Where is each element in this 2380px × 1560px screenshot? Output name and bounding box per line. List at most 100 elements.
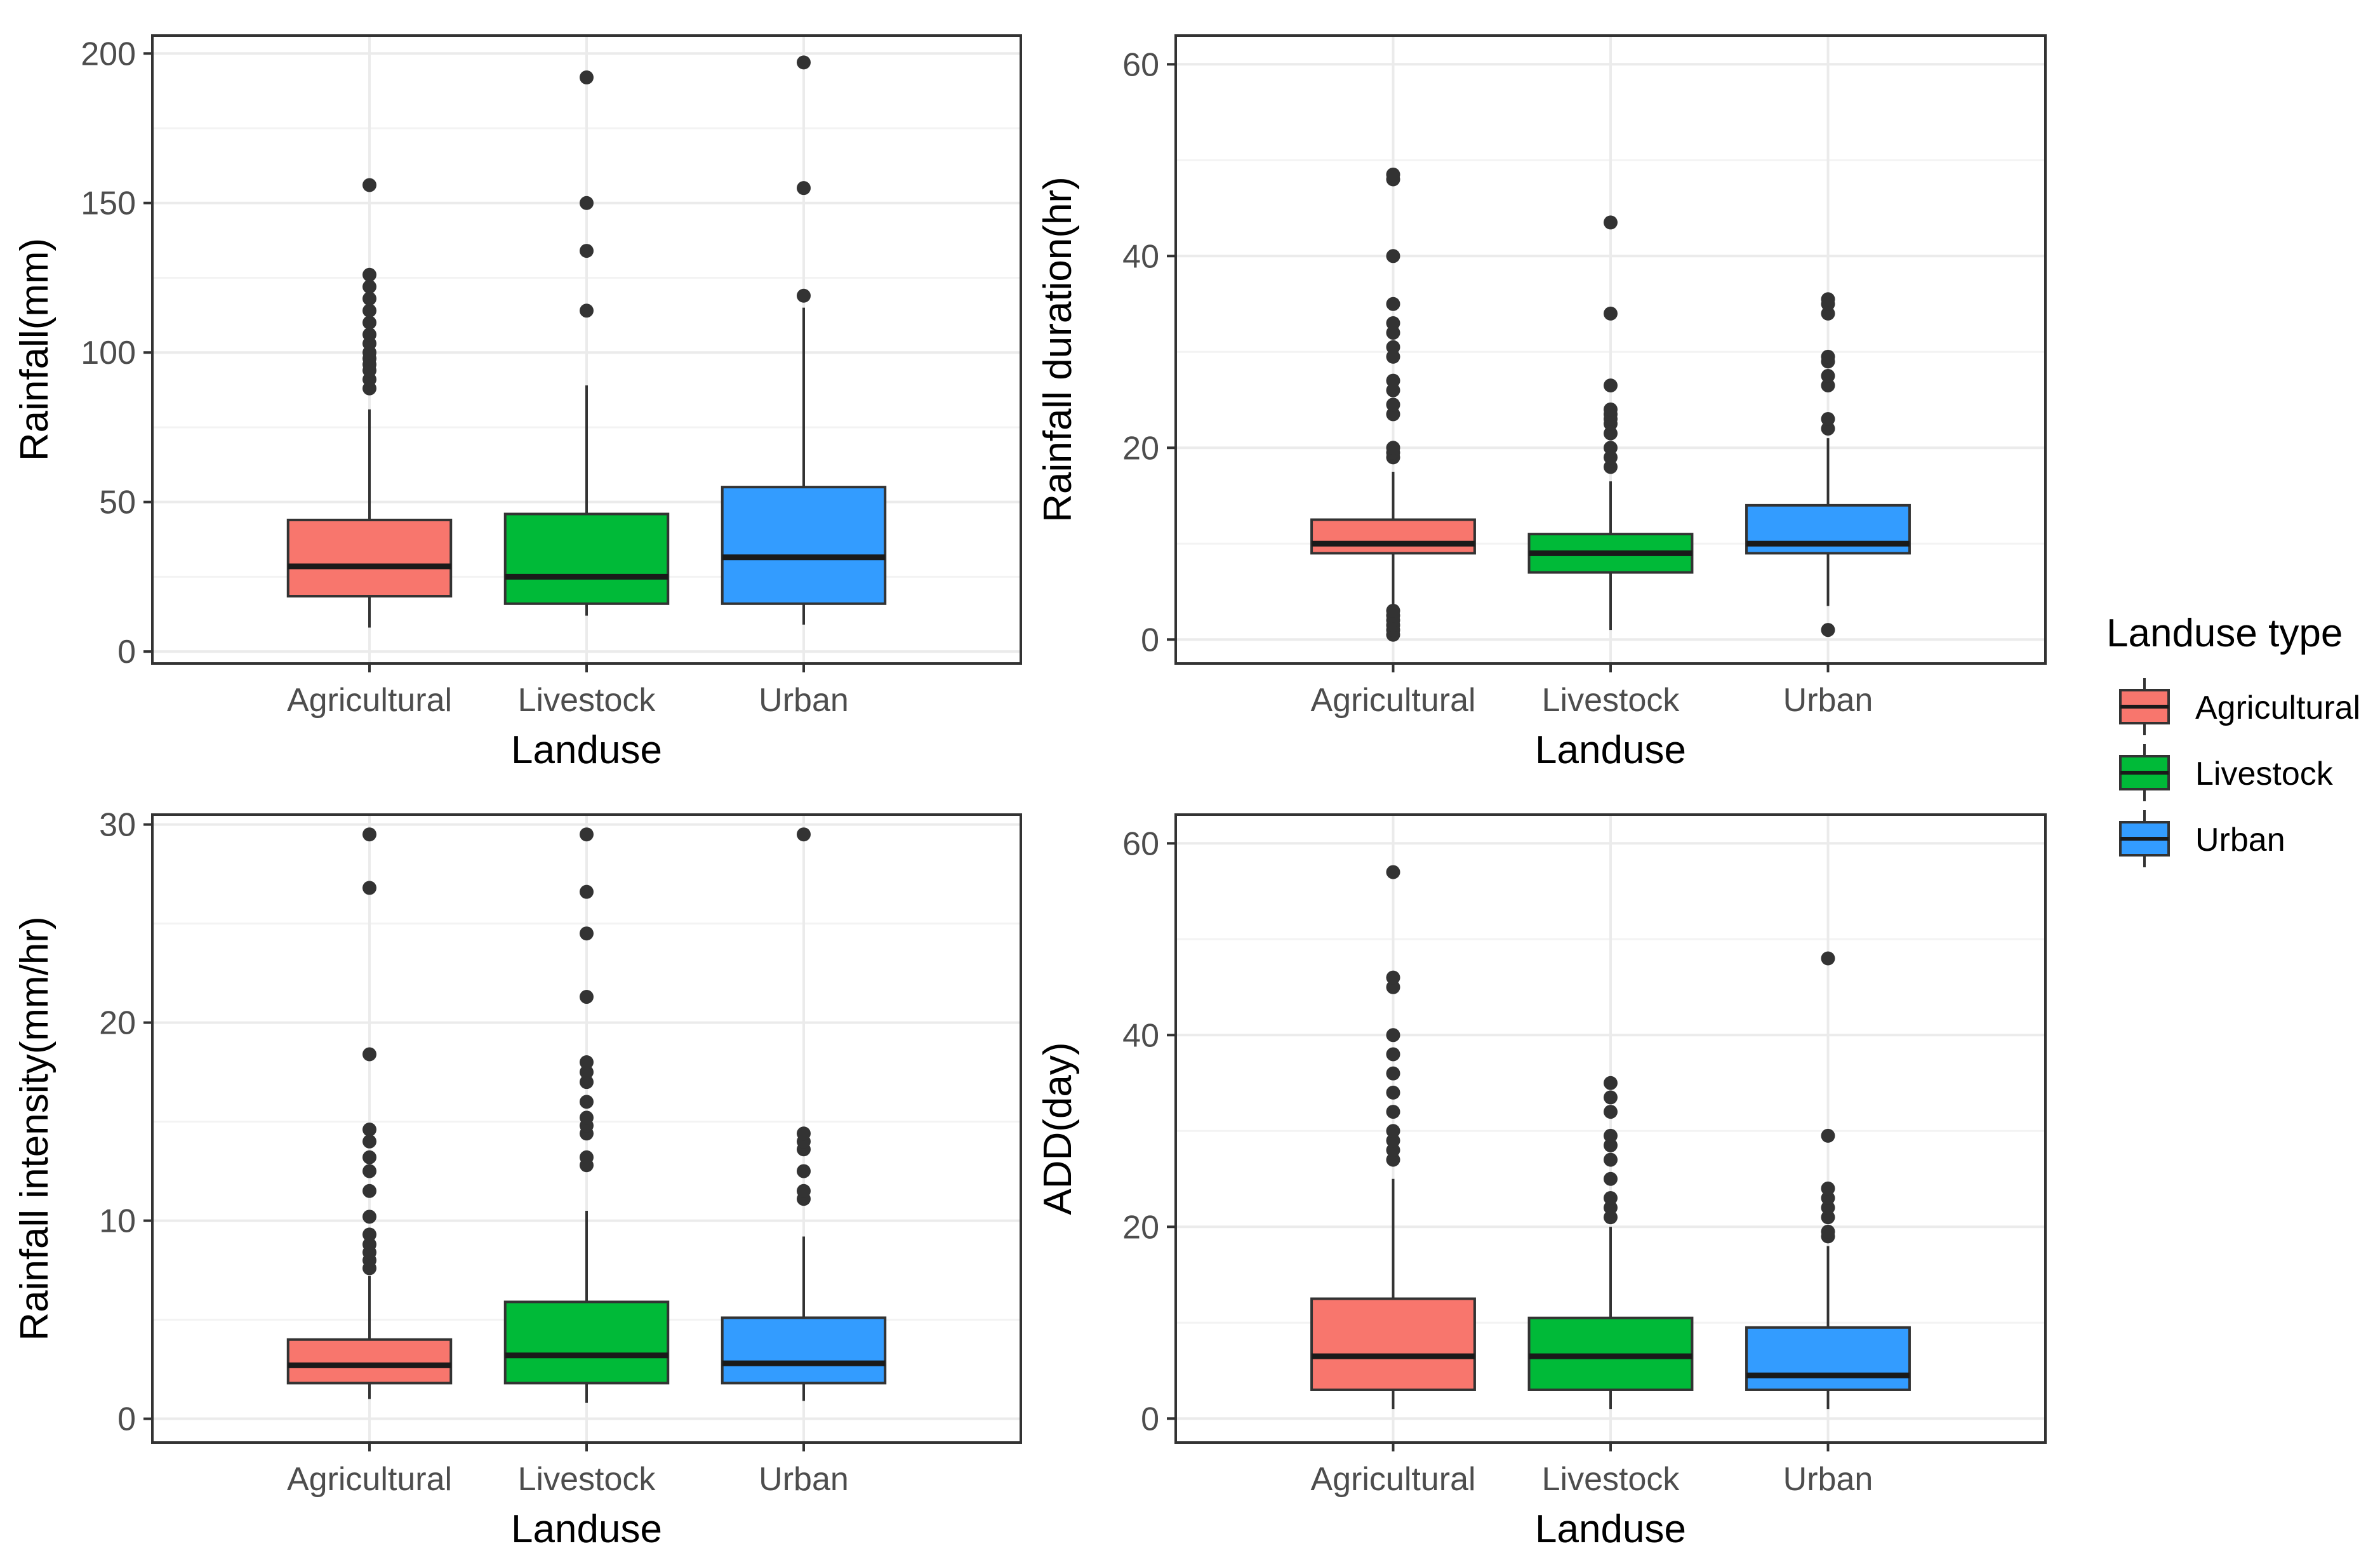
outlier-point (362, 1150, 376, 1164)
outlier-point (580, 244, 594, 258)
box-agricultural (286, 827, 453, 1399)
outlier-point (362, 1237, 376, 1252)
outlier-point (797, 1164, 811, 1178)
legend-title: Landuse type (2106, 611, 2343, 655)
outlier-point (1386, 1028, 1400, 1043)
outlier-point (1386, 326, 1400, 340)
outlier-point (1386, 1143, 1400, 1157)
x-axis-title: Landuse (511, 728, 662, 772)
outlier-point (362, 303, 376, 318)
y-axis-title: Rainfall duration(hr) (1036, 177, 1080, 522)
outlier-point (1604, 215, 1618, 230)
outlier-point (362, 178, 376, 192)
x-tick-label: Agricultural (1310, 682, 1475, 719)
outlier-point (1386, 1047, 1400, 1062)
outlier-point (1821, 349, 1835, 364)
legend-label: Urban (2195, 822, 2285, 858)
iqr-box (721, 486, 887, 605)
outlier-point (1386, 970, 1400, 985)
outlier-point (797, 288, 811, 303)
y-tick-label: 100 (81, 335, 136, 371)
outlier-point (1386, 603, 1400, 618)
outlier-point (1604, 306, 1618, 321)
outlier-point (580, 1075, 594, 1090)
outlier-point (1821, 1190, 1835, 1205)
outlier-point (362, 1183, 376, 1198)
y-tick-label: 50 (99, 484, 136, 521)
outlier-point (1604, 441, 1618, 455)
y-tick-label: 10 (99, 1203, 136, 1240)
outlier-point (1386, 349, 1400, 364)
y-tick-label: 20 (1122, 430, 1159, 467)
outlier-point (1821, 306, 1835, 321)
outlier-point (1604, 1210, 1618, 1225)
y-tick-label: 60 (1122, 825, 1159, 862)
outlier-point (1604, 1201, 1618, 1215)
outlier-point (362, 267, 376, 282)
y-tick-label: 60 (1122, 46, 1159, 83)
outlier-point (1386, 373, 1400, 388)
outlier-point (1821, 1224, 1835, 1239)
outlier-point (362, 291, 376, 306)
outlier-point (1386, 407, 1400, 422)
outlier-point (362, 1123, 376, 1137)
outlier-point (1386, 441, 1400, 455)
legend-item-urban: Urban (2119, 810, 2285, 867)
outlier-point (1821, 369, 1835, 383)
x-tick-label: Agricultural (287, 1461, 452, 1498)
legend: Landuse type Agricultural Livestock Urban (2106, 611, 2360, 867)
outlier-point (580, 303, 594, 318)
outlier-point (580, 70, 594, 84)
iqr-box (286, 518, 453, 598)
box-urban (721, 827, 887, 1401)
outlier-point (1604, 1190, 1618, 1205)
outlier-point (1386, 249, 1400, 263)
box-livestock (503, 70, 670, 616)
outlier-point (1386, 383, 1400, 397)
outlier-point (1604, 1152, 1618, 1167)
outlier-point (1386, 1152, 1400, 1167)
outlier-point (1604, 1128, 1618, 1143)
outlier-point (797, 181, 811, 196)
outlier-point (797, 1126, 811, 1141)
outlier-point (580, 1110, 594, 1125)
outlier-point (580, 1055, 594, 1069)
box-urban (1745, 951, 1911, 1410)
x-tick-label: Livestock (518, 682, 656, 719)
x-axis-title: Landuse (1535, 1507, 1686, 1551)
iqr-box (1310, 1297, 1476, 1391)
outlier-point (1821, 1201, 1835, 1215)
y-tick-label: 20 (99, 1005, 136, 1042)
outlier-point (1604, 1138, 1618, 1152)
panel-top-left: 0 50 100 150 200 Agricultural Livestock Urban La… (13, 34, 1022, 772)
outlier-point (1604, 378, 1618, 393)
box-urban (1745, 292, 1911, 637)
outlier-point (1821, 292, 1835, 307)
outlier-point (1386, 1085, 1400, 1100)
outlier-point (1386, 297, 1400, 311)
y-tick-label: 0 (1141, 1401, 1159, 1437)
iqr-box (1310, 518, 1476, 555)
box-livestock (503, 827, 670, 1403)
outlier-point (1604, 1090, 1618, 1105)
outlier-point (1821, 623, 1835, 637)
y-tick-label: 0 (1141, 622, 1159, 658)
outlier-point (580, 1150, 594, 1164)
outlier-point (1386, 340, 1400, 354)
box-livestock (1527, 215, 1694, 630)
outlier-point (1821, 411, 1835, 426)
outlier-point (362, 1227, 376, 1242)
legend-item-livestock: Livestock (2119, 744, 2334, 801)
iqr-box (721, 1316, 887, 1385)
outlier-point (362, 1164, 376, 1178)
outlier-point (1386, 167, 1400, 182)
outlier-point (1821, 1181, 1835, 1196)
outlier-point (1386, 316, 1400, 330)
y-tick-label: 20 (1122, 1209, 1159, 1246)
outlier-point (362, 881, 376, 895)
outlier-point (1821, 422, 1835, 436)
panel-top-right: 0 20 40 60 Agricultural Livestock Urban Landuse… (1036, 34, 2047, 772)
outlier-point (1604, 1105, 1618, 1119)
x-axis-title: Landuse (1535, 728, 1686, 772)
outlier-point (1604, 460, 1618, 474)
